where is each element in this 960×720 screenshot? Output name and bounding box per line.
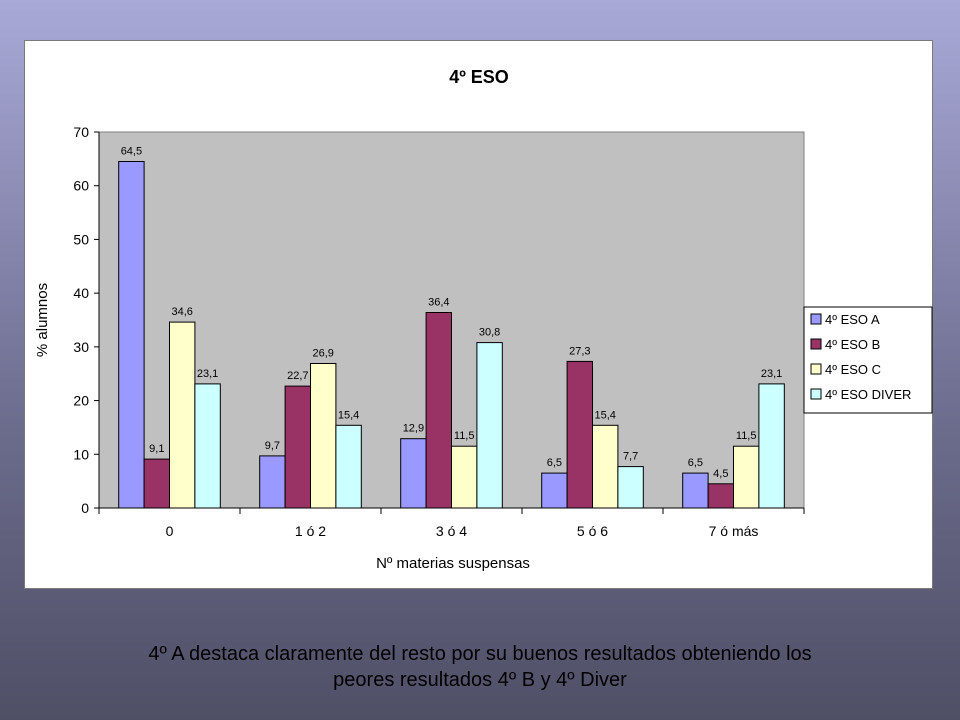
bar-4-eso-b-1 <box>284 385 312 509</box>
bar-4-eso-c-0 <box>169 321 196 509</box>
y-tick-label: 0 <box>81 500 89 516</box>
data-label: 15,4 <box>594 409 615 421</box>
bar-4-eso-a-3 <box>541 472 568 509</box>
chart-title: 4º ESO <box>449 67 509 87</box>
bar-chart: 4º ESO 64,5 9,7 12,9 6,5 6,5 9,1 22,7 36,4 27,3 4… <box>34 67 933 572</box>
caption-line-1: 4º A destaca claramente del resto por su… <box>148 643 812 665</box>
bar-4-eso-diver-2 <box>476 342 503 509</box>
data-label: 27,3 <box>569 345 590 357</box>
bar-4-eso-c-2 <box>451 445 478 509</box>
bar-4-eso-diver-1 <box>335 424 362 509</box>
legend-label: 4º ESO A <box>825 312 880 327</box>
y-tick-label: 40 <box>73 285 89 301</box>
caption-line-2: peores resultados 4º B y 4º Diver <box>333 669 627 691</box>
data-label: 11,5 <box>736 430 757 442</box>
data-label: 64,5 <box>121 146 142 158</box>
bar-4-eso-c-1 <box>310 363 337 509</box>
bar-4-eso-b-4 <box>707 483 734 509</box>
bar-4-eso-diver-0 <box>194 383 221 509</box>
bar-4-eso-b-0 <box>143 458 170 509</box>
x-axis-label: Nº materias suspensas <box>376 555 530 572</box>
y-tick-label: 30 <box>73 339 89 355</box>
y-axis-label: % alumnos <box>34 283 51 357</box>
legend-swatch <box>810 338 822 350</box>
data-label: 4,5 <box>713 468 728 480</box>
data-label: 9,7 <box>265 440 280 452</box>
bar-4-eso-diver-4 <box>758 383 785 509</box>
legend-swatch <box>810 388 822 400</box>
bar-4-eso-a-2 <box>400 438 427 509</box>
data-label: 36,4 <box>428 297 449 309</box>
data-label: 22,7 <box>287 370 308 382</box>
x-tick-label: 3 ó 4 <box>436 523 467 539</box>
legend-label: 4º ESO DIVER <box>825 387 911 402</box>
legend-label: 4º ESO C <box>825 362 881 377</box>
x-tick-label: 7 ó más <box>709 523 759 539</box>
legend: 4º ESO A 4º ESO B 4º ESO C 4º ESO DIVER <box>803 306 933 414</box>
data-label: 23,1 <box>197 368 218 380</box>
bar-4-eso-diver-3 <box>617 466 644 509</box>
y-tick-label: 10 <box>73 446 89 462</box>
bar-4-eso-c-3 <box>592 424 619 509</box>
data-label: 7,7 <box>623 451 638 463</box>
data-label: 26,9 <box>312 348 333 360</box>
y-tick-label: 70 <box>73 124 89 140</box>
x-tick-label: 1 ó 2 <box>295 523 326 539</box>
axes-group: 0 10 20 30 40 50 60 70 0 1 ó 2 3 ó 4 5 ó 6 7 ó más <box>73 124 805 539</box>
data-label: 34,6 <box>171 306 192 318</box>
bars-group: 64,5 9,7 12,9 6,5 6,5 9,1 22,7 36,4 27,3 4,5 34,6 2… <box>118 146 785 509</box>
chart-panel: 4º ESO 64,5 9,7 12,9 6,5 6,5 9,1 22,7 36,4 27,3 4… <box>24 40 933 589</box>
bar-4-eso-c-4 <box>733 445 760 509</box>
legend-label: 4º ESO B <box>825 337 880 352</box>
data-label: 9,1 <box>149 443 164 455</box>
bar-4-eso-a-1 <box>259 455 286 509</box>
bar-4-eso-a-4 <box>682 472 709 509</box>
data-label: 23,1 <box>761 368 782 380</box>
y-tick-label: 60 <box>73 178 89 194</box>
data-label: 11,5 <box>454 430 475 442</box>
x-tick-label: 0 <box>166 523 174 539</box>
y-tick-label: 50 <box>73 231 89 247</box>
slide-caption: 4º A destaca claramente del resto por su… <box>40 641 920 693</box>
data-label: 6,5 <box>688 457 703 469</box>
data-label: 15,4 <box>338 409 359 421</box>
legend-swatch <box>810 313 822 325</box>
bar-4-eso-b-3 <box>566 360 593 509</box>
legend-swatch <box>810 363 822 375</box>
data-label: 6,5 <box>547 457 562 469</box>
bar-4-eso-b-2 <box>425 312 453 509</box>
legend-box <box>803 306 933 414</box>
data-label: 12,9 <box>403 423 424 435</box>
y-tick-label: 20 <box>73 393 89 409</box>
data-label: 30,8 <box>479 327 500 339</box>
bar-4-eso-a-0 <box>118 161 145 509</box>
x-tick-label: 5 ó 6 <box>577 523 608 539</box>
